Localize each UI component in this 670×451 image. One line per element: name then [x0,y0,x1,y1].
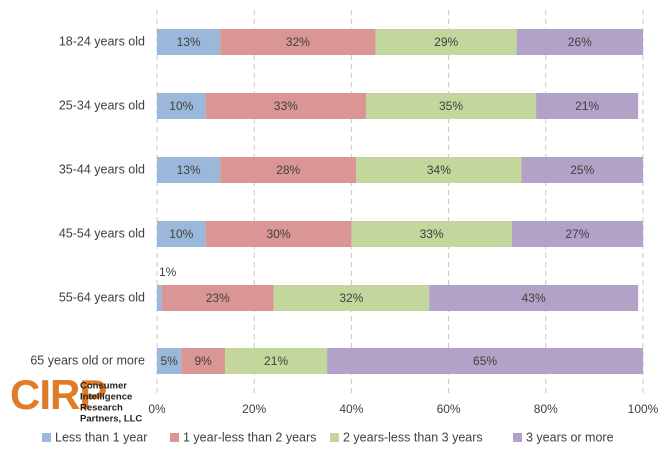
x-tick-label: 20% [242,402,266,416]
y-tick-label: 45-54 years old [59,226,145,240]
x-tick-label: 0% [148,402,166,416]
bar-segment [327,348,643,374]
bar-segment [157,93,206,119]
data-label: 5% [160,354,178,368]
data-label: 21% [264,354,288,368]
logo-text: Intelligence [80,392,132,403]
y-tick-label: 18-24 years old [59,34,145,48]
data-label: 9% [194,354,212,368]
data-label: 25% [570,163,594,177]
legend-label: Less than 1 year [55,430,147,444]
bar-segment [220,29,376,55]
data-label: 23% [206,291,230,305]
data-label: 34% [427,163,451,177]
bar-segment [516,29,643,55]
bar-segment [205,221,352,247]
data-label: 10% [169,99,193,113]
data-label: 27% [565,227,589,241]
bar-segment [273,285,430,311]
data-label: 35% [439,99,463,113]
data-label: 43% [522,291,546,305]
data-label: 29% [434,35,458,49]
bar-segment [157,221,206,247]
y-tick-label: 35-44 years old [59,162,145,176]
data-label: 33% [274,99,298,113]
bar-segment [157,285,162,311]
data-label: 32% [339,291,363,305]
x-tick-label: 60% [437,402,461,416]
logo-mark: CIRP [10,371,106,418]
bar-segment [225,348,328,374]
bar-segment [351,221,512,247]
logo-text: Research [80,403,123,414]
data-label: 1% [159,265,177,279]
x-tick-label: 100% [628,402,659,416]
logo-text: Consumer [80,381,127,392]
bar-segment [511,221,643,247]
data-label: 26% [568,35,592,49]
legend-label: 3 years or more [526,430,614,444]
y-tick-label: 65 years old or more [30,353,145,367]
legend-swatch [330,433,339,442]
legend-swatch [513,433,522,442]
bar-segment [356,157,522,183]
data-label: 13% [177,35,201,49]
bar-segment [157,157,221,183]
data-label: 65% [473,354,497,368]
bar-segment [181,348,226,374]
bar-segment [220,157,357,183]
x-tick-label: 40% [339,402,363,416]
legend-swatch [170,433,179,442]
data-label: 28% [276,163,300,177]
data-label: 32% [286,35,310,49]
data-label: 13% [177,163,201,177]
bar-segment [375,29,517,55]
bar-segment [161,285,274,311]
legend-label: 1 year-less than 2 years [183,430,316,444]
data-label: 21% [575,99,599,113]
data-label: 30% [266,227,290,241]
y-tick-label: 55-64 years old [59,290,145,304]
legend-label: 2 years-less than 3 years [343,430,483,444]
logo-text: Partners, LLC [80,414,142,425]
bar-segment [536,93,639,119]
data-label: 10% [169,227,193,241]
bar-segment [365,93,537,119]
bar-segment [521,157,643,183]
x-tick-label: 80% [534,402,558,416]
legend-swatch [42,433,51,442]
data-label: 33% [420,227,444,241]
bar-segment [157,29,221,55]
bar-segment [157,348,182,374]
bar-segment [429,285,639,311]
bar-segment [205,93,366,119]
y-tick-label: 25-34 years old [59,98,145,112]
